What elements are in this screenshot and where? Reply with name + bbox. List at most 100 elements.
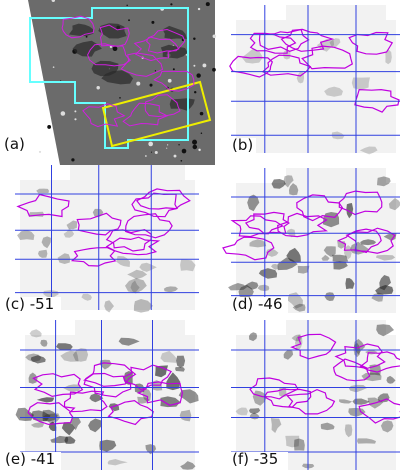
star (181, 148, 187, 154)
star (47, 125, 52, 129)
emission (287, 292, 303, 309)
emission (241, 49, 263, 64)
emission (180, 461, 196, 470)
emission (346, 203, 354, 219)
contour (61, 15, 95, 39)
star (150, 151, 153, 153)
contour (83, 362, 137, 387)
contour (296, 194, 344, 222)
contour (334, 343, 386, 370)
star (197, 7, 201, 11)
contour (358, 398, 400, 424)
emission (238, 284, 254, 299)
emission (160, 350, 177, 363)
emission (179, 409, 192, 422)
zoom-box (101, 80, 212, 148)
label-bg (3, 452, 61, 470)
star (200, 132, 203, 134)
star (180, 159, 183, 162)
emission (329, 38, 341, 48)
contour (105, 236, 161, 256)
emission (386, 375, 396, 384)
emission (228, 283, 247, 291)
contour (285, 388, 336, 415)
star (172, 68, 175, 71)
emission (41, 236, 51, 249)
star (166, 147, 168, 149)
dust (101, 70, 134, 85)
emission (360, 239, 377, 246)
emission (352, 398, 370, 405)
emission (348, 384, 368, 393)
contour (120, 52, 164, 77)
emission (324, 86, 343, 97)
emission (99, 439, 117, 452)
contour (359, 351, 400, 373)
emission (66, 220, 78, 230)
label-bg (230, 138, 256, 156)
contour (63, 390, 108, 413)
star (170, 3, 173, 6)
contour (261, 54, 312, 77)
emission (333, 261, 348, 270)
panel-label: (e) -41 (5, 450, 55, 468)
emission (345, 278, 355, 290)
star (199, 111, 204, 116)
emission (70, 416, 81, 431)
label-bg (230, 297, 288, 315)
star (202, 63, 207, 68)
contour (70, 246, 117, 267)
emission (249, 239, 267, 248)
star (119, 97, 121, 99)
emission (377, 176, 391, 187)
emission (283, 49, 291, 60)
emission (57, 253, 71, 264)
star (96, 85, 100, 90)
star (198, 148, 201, 152)
emission (175, 367, 185, 372)
contour (338, 190, 383, 216)
star (60, 80, 62, 82)
map-image (236, 183, 396, 313)
emission (249, 332, 258, 342)
emission (163, 286, 178, 293)
emission (40, 339, 48, 347)
contour (122, 102, 169, 127)
label-bg (230, 452, 288, 470)
panel: (f) -35 (230, 320, 400, 470)
emission (385, 49, 392, 65)
emission (176, 355, 186, 368)
star (194, 90, 197, 94)
panel-label: (c) -51 (5, 295, 54, 313)
panel-label: (d) -46 (232, 295, 283, 313)
star (196, 73, 201, 78)
emission (142, 388, 152, 402)
contour (301, 45, 354, 70)
emission (107, 459, 128, 466)
map-image (236, 335, 396, 470)
emission (30, 355, 46, 364)
star (85, 35, 88, 38)
emission (320, 422, 335, 431)
contour (16, 193, 70, 218)
emission (289, 183, 299, 196)
contour (277, 212, 329, 238)
panel: (e) -41 (3, 320, 199, 470)
star (173, 154, 177, 158)
emission (348, 407, 366, 417)
emission (375, 254, 396, 261)
star (167, 144, 169, 146)
star (38, 150, 42, 154)
contour (153, 70, 195, 92)
emission (277, 257, 298, 271)
emission (130, 280, 140, 293)
star (148, 141, 154, 147)
contour (135, 188, 191, 210)
map-image (236, 20, 396, 153)
emission (321, 254, 330, 261)
star (192, 139, 198, 145)
star (151, 20, 155, 24)
star (193, 37, 196, 41)
panel-label: (b) (232, 136, 253, 154)
